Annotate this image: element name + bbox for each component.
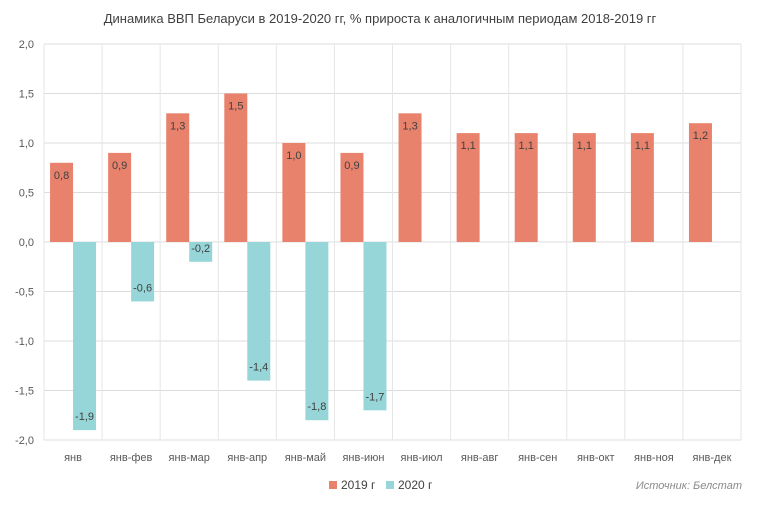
data-label: 1,2 [693,130,708,142]
bar-2019-6 [398,113,422,242]
y-tick-label: 0,0 [19,237,34,249]
x-tick-label: янв-июл [400,452,442,464]
data-label: 1,3 [402,120,417,132]
x-tick-label: янв-фев [110,452,153,464]
legend-label-2020: 2020 г [398,478,433,492]
x-tick-label: янв-дек [693,452,732,464]
x-tick-label: янв-авг [461,452,499,464]
x-tick-label: янв-июн [342,452,384,464]
data-label: -1,8 [307,401,326,413]
data-label: -0,6 [133,282,152,294]
data-label: -1,4 [249,362,268,374]
y-tick-label: 0,5 [19,188,34,200]
bar-2019-9 [572,133,596,242]
bar-2020-2 [189,242,213,262]
bar-2019-8 [514,133,538,242]
data-label: 1,5 [228,101,243,113]
data-label: 0,8 [54,170,69,182]
legend-swatch-2020 [386,481,394,489]
bar-2019-10 [630,133,654,242]
source-note: Источник: Белстат [636,480,742,492]
bar-2019-11 [688,123,712,242]
bar-2020-3 [247,242,271,381]
data-label: 1,1 [519,140,534,152]
x-tick-label: янв [64,452,82,464]
y-tick-label: -2,0 [15,435,34,447]
bar-2020-5 [363,242,387,411]
y-tick-label: 1,5 [19,89,34,101]
bars [50,93,712,431]
bar-2020-1 [131,242,155,302]
data-label: -1,9 [75,411,94,423]
y-tick-label: 1,0 [19,138,34,150]
data-label: 1,0 [286,150,301,162]
y-tick-label: -1,5 [15,386,34,398]
chart-title: Динамика ВВП Беларуси в 2019-2020 гг, % … [104,11,657,26]
bar-2019-1 [108,152,132,242]
data-label: -0,2 [191,243,210,255]
legend: 2019 г 2020 г [329,478,433,492]
x-tick-label: янв-май [285,452,326,464]
bar-2019-7 [456,133,480,242]
data-label: 0,9 [344,160,359,172]
y-tick-label: -1,0 [15,336,34,348]
data-label: 1,3 [170,120,185,132]
bar-2019-4 [282,143,306,242]
bar-2020-4 [305,242,329,421]
x-axis-tick-labels: янв янв-фев янв-мар янв-апр янв-май янв-июн ян… [64,452,731,464]
data-label: -1,7 [365,391,384,403]
x-tick-label: янв-ноя [634,452,674,464]
legend-swatch-2019 [329,481,337,489]
x-tick-label: янв-мар [169,452,210,464]
legend-label-2019: 2019 г [341,478,376,492]
x-tick-label: янв-окт [577,452,615,464]
x-tick-label: янв-апр [227,452,267,464]
bar-2019-3 [224,93,248,242]
y-axis-tick-labels: 2,0 1,5 1,0 0,5 0,0 -0,5 -1,0 -1,5 -2,0 [15,39,34,447]
y-tick-label: 2,0 [19,39,34,51]
grid-lines [43,43,742,441]
data-labels: 0,8 0,9 1,3 1,5 1,0 0,9 1,3 1,1 1,1 1,1 1,1 1,2 -1,9… [54,101,708,424]
bar-2020-0 [73,242,97,431]
bar-2019-5 [340,152,364,242]
data-label: 1,1 [577,140,592,152]
x-tick-label: янв-сен [518,452,557,464]
bar-2019-0 [50,162,74,242]
data-label: 1,1 [460,140,475,152]
y-tick-label: -0,5 [15,287,34,299]
bar-2019-2 [166,113,190,242]
data-label: 0,9 [112,160,127,172]
data-label: 1,1 [635,140,650,152]
